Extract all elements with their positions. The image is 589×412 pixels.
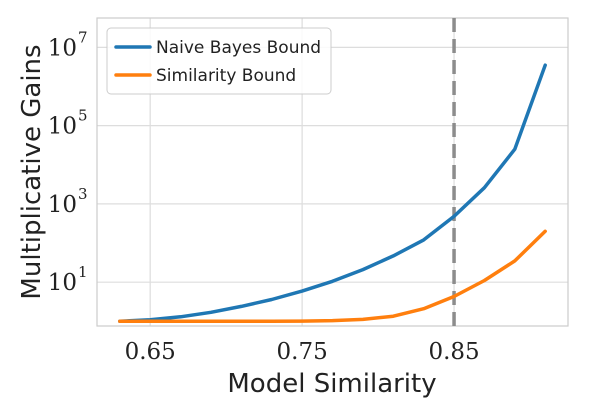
y-tick-label: 10 1 xyxy=(48,263,88,296)
y-tick-exponent: 1 xyxy=(78,263,88,281)
legend: Naive Bayes Bound Similarity Bound xyxy=(106,27,332,95)
y-tick-label: 10 3 xyxy=(48,185,88,218)
y-tick-base: 10 xyxy=(48,35,77,61)
series-line-naive-bayes-bound xyxy=(118,63,547,324)
y-tick-exponent: 5 xyxy=(78,107,88,125)
y-tick-base: 10 xyxy=(48,114,77,140)
y-tick-label: 10 7 xyxy=(48,28,88,61)
x-tick-labels: 0.65 0.75 0.85 xyxy=(125,339,480,365)
legend-box xyxy=(106,27,332,95)
series-line-similarity-bound xyxy=(118,229,547,324)
plot-area-frame xyxy=(96,17,569,327)
y-axis-title: Multiplicative Gains xyxy=(17,44,47,299)
y-tick-exponent: 7 xyxy=(78,28,88,46)
y-tick-base: 10 xyxy=(48,270,77,296)
series-group xyxy=(118,63,547,324)
x-tick-label: 0.85 xyxy=(428,339,479,365)
x-tick-label: 0.75 xyxy=(277,339,328,365)
legend-label-similarity-bound: Similarity Bound xyxy=(156,66,296,86)
y-tick-base: 10 xyxy=(48,192,77,218)
y-tick-exponent: 3 xyxy=(78,185,88,203)
x-tick-label: 0.65 xyxy=(125,339,176,365)
y-tick-label: 10 5 xyxy=(48,107,88,140)
legend-label-naive-bayes-bound: Naive Bayes Bound xyxy=(156,38,321,58)
x-axis-title: Model Similarity xyxy=(227,369,436,399)
